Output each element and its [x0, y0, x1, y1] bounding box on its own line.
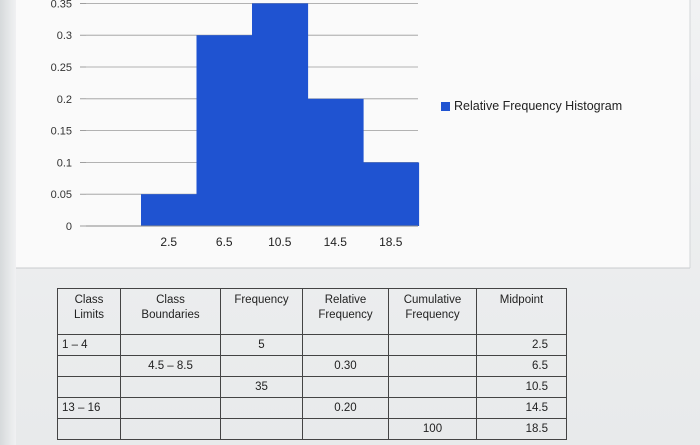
cell-relative-frequency [302, 376, 389, 398]
header-frequency: Frequency [220, 288, 303, 335]
histogram-bar [363, 162, 420, 226]
cell-class-limits [57, 355, 121, 377]
y-tick-label: 0.1 [57, 157, 72, 169]
header-text: Frequency [318, 308, 373, 321]
table-row: 4.5 – 8.5 0.30 6.5 [57, 355, 567, 377]
cell-class-boundaries [120, 376, 221, 398]
table-row: 100 18.5 [57, 418, 567, 440]
header-text: Boundaries [141, 308, 200, 321]
header-class-limits: Class Limits [57, 288, 121, 335]
x-tick-label: 2.5 [160, 235, 177, 249]
cell-relative-frequency [302, 334, 389, 356]
histogram-bar [307, 98, 364, 226]
cell-class-boundaries [120, 397, 221, 419]
y-tick-labels: 0 0.05 0.1 0.15 0.2 0.25 0.3 0.35 [51, 0, 72, 233]
header-cumulative-frequency: Cumulative Frequency [388, 288, 477, 335]
frequency-table-container: Class Limits Class Boundaries Frequency Relat… [57, 288, 567, 440]
legend-swatch [441, 102, 450, 111]
cell-midpoint: 2.5 [476, 334, 567, 356]
legend-label: Relative Frequency Histogram [454, 99, 622, 113]
header-class-boundaries: Class Boundaries [120, 288, 221, 335]
table-body: Class Limits Class Boundaries Frequency Relat… [57, 288, 567, 440]
cell-midpoint: 6.5 [476, 355, 567, 377]
header-text: Frequency [405, 308, 460, 321]
cell-cumulative-frequency [388, 355, 477, 377]
header-text: Midpoint [499, 294, 544, 306]
header-text: Class [156, 294, 185, 306]
cell-frequency: 5 [220, 334, 303, 356]
cell-cumulative-frequency [388, 376, 477, 398]
cell-class-limits: 13 – 16 [57, 397, 121, 419]
cell-frequency [220, 397, 303, 419]
x-tick-label: 14.5 [324, 235, 348, 249]
header-text: Relative [324, 294, 367, 306]
x-tick-label: 18.5 [379, 235, 403, 249]
bars [141, 3, 420, 227]
cell-midpoint: 14.5 [476, 397, 567, 419]
cell-class-limits: 1 – 4 [57, 334, 121, 356]
page-edge [0, 0, 16, 445]
y-tick-label: 0 [66, 221, 72, 233]
table-row: 13 – 16 0.20 14.5 [57, 397, 567, 419]
header-text: Class [74, 294, 104, 306]
cell-midpoint: 18.5 [476, 418, 567, 440]
header-relative-frequency: Relative Frequency [302, 288, 389, 335]
cell-frequency [220, 355, 303, 377]
cell-relative-frequency: 0.20 [302, 397, 389, 419]
y-tick-label: 0.25 [51, 62, 72, 74]
x-tick-labels: 2.5 6.5 10.5 14.5 18.5 [160, 235, 402, 249]
table-row: 35 10.5 [57, 376, 567, 398]
legend: Relative Frequency Histogram [441, 99, 622, 113]
x-tick-label: 10.5 [268, 235, 292, 249]
cell-class-limits [57, 418, 121, 440]
histogram-bar [196, 35, 253, 227]
y-tick-label: 0.3 [57, 30, 72, 42]
cell-frequency: 35 [220, 376, 303, 398]
cell-cumulative-frequency [388, 397, 477, 419]
cell-relative-frequency [302, 418, 389, 440]
cell-midpoint: 10.5 [476, 376, 567, 398]
histogram-bar [252, 3, 309, 227]
table-row: 1 – 4 5 2.5 [57, 334, 567, 356]
cell-cumulative-frequency: 100 [388, 418, 477, 440]
header-text: Frequency [234, 294, 289, 306]
histogram-bar [141, 194, 198, 226]
table-header-row: Class Limits Class Boundaries Frequency Relat… [57, 288, 567, 335]
y-tick-label: 0.15 [51, 126, 72, 138]
y-tick-label: 0.2 [57, 94, 72, 106]
cell-relative-frequency: 0.30 [302, 355, 389, 377]
header-midpoint: Midpoint [476, 288, 567, 335]
cell-class-limits [57, 376, 121, 398]
y-tick-label: 0.05 [51, 189, 72, 201]
cell-class-boundaries [120, 418, 221, 440]
cell-class-boundaries: 4.5 – 8.5 [120, 355, 221, 377]
histogram-chart: 0 0.05 0.1 0.15 0.2 0.25 0.3 0.35 2.5 6.5 10.5 14.… [16, 0, 691, 269]
x-tick-label: 6.5 [216, 235, 233, 249]
cell-cumulative-frequency [388, 334, 477, 356]
frequency-table: Class Limits Class Boundaries Frequency Relat… [57, 288, 567, 440]
header-text: Cumulative [403, 294, 462, 306]
cell-class-boundaries [120, 334, 221, 356]
header-text: Limits [73, 308, 105, 321]
cell-frequency [220, 418, 303, 440]
y-tick-label: 0.35 [51, 0, 72, 10]
